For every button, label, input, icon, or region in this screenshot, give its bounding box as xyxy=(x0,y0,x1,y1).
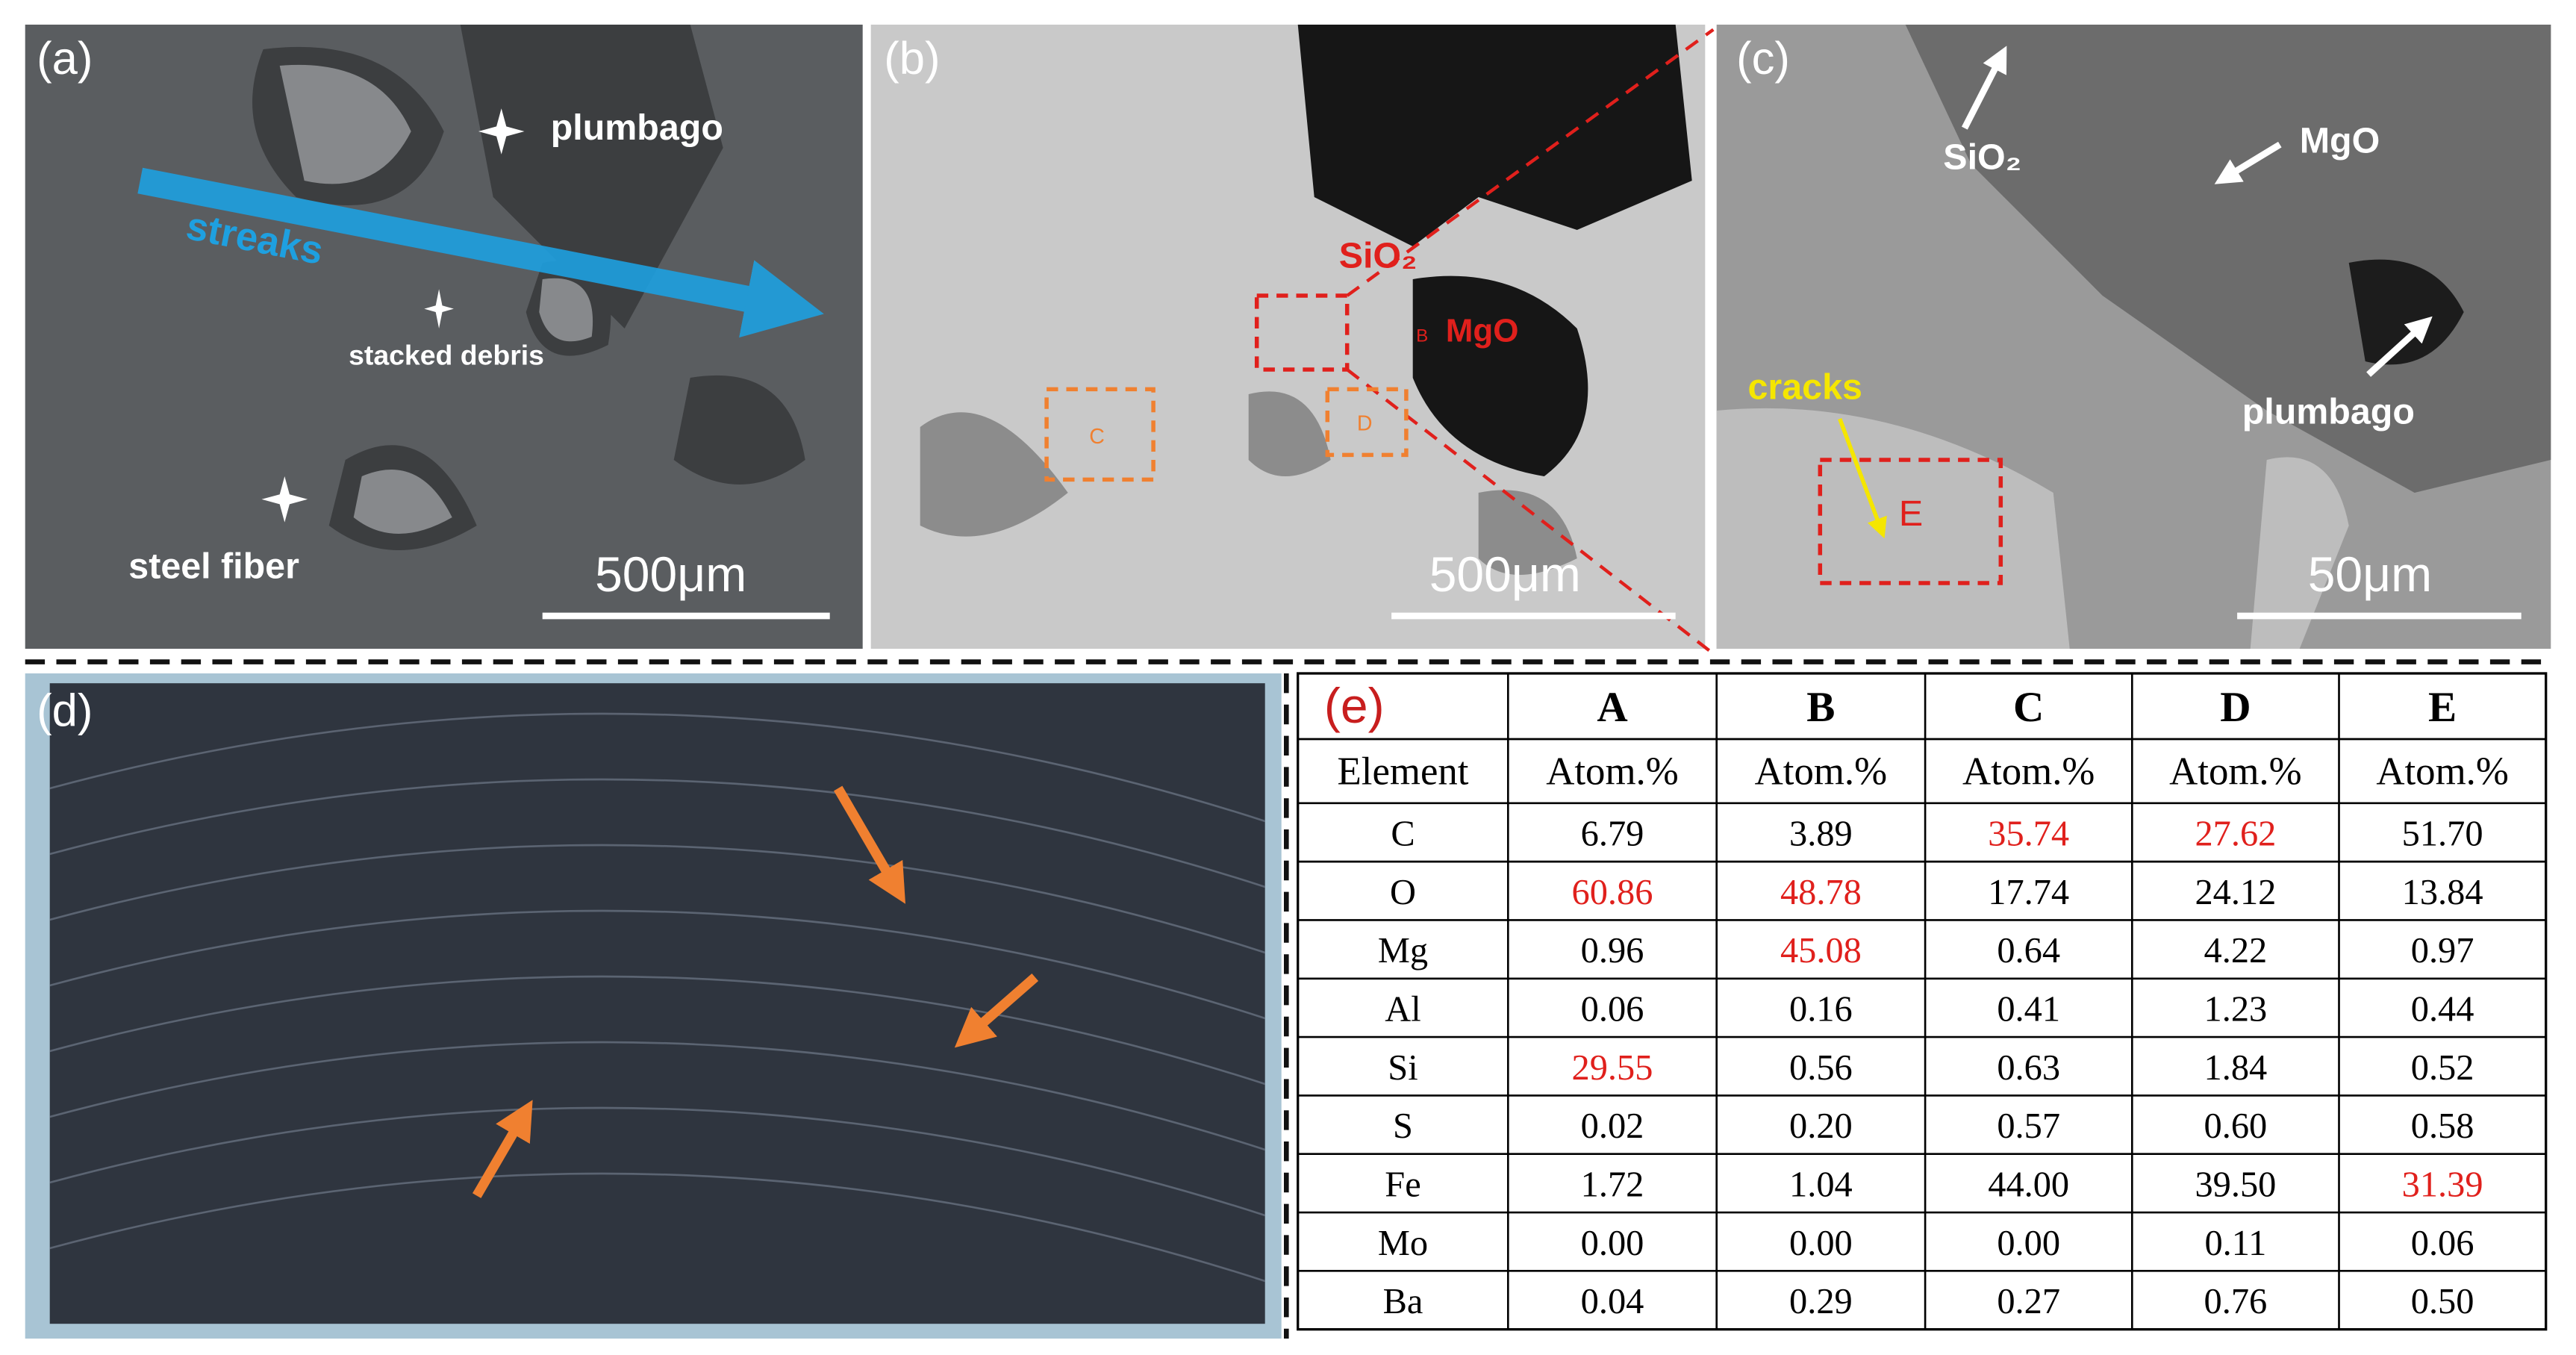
table-cell: 0.58 xyxy=(2411,1106,2474,1146)
table-cell: 3.89 xyxy=(1789,814,1853,854)
annotation: SiO₂ xyxy=(1943,137,2021,178)
table-cell: 6.79 xyxy=(1581,814,1644,854)
panel-c: (c) SiO₂ MgO plumbago cracks E 50μm xyxy=(1716,25,2551,649)
scale-bar-label: 50μm xyxy=(2308,546,2432,602)
annotation: stacked debris xyxy=(349,339,544,370)
table-cell: 1.23 xyxy=(2204,990,2268,1030)
annotation: E xyxy=(1899,493,1923,534)
table-cell: 27.62 xyxy=(2195,814,2276,854)
panel-a: (a) plumbago streaks stacked debris stee… xyxy=(25,25,863,649)
table-cell: 0.00 xyxy=(1997,1224,2060,1263)
table-cell: 0.11 xyxy=(2204,1224,2266,1263)
table-cell: 0.29 xyxy=(1789,1282,1853,1321)
table-cell: 0.63 xyxy=(1997,1048,2060,1088)
panel-b: (b) SiO₂ MgO B C D 500μm xyxy=(870,25,1715,655)
scale-bar-label: 500μm xyxy=(1429,546,1581,602)
table-cell: 0.16 xyxy=(1789,990,1853,1030)
sub-header: Atom.% xyxy=(1546,750,1678,793)
table-cell: 0.06 xyxy=(1581,990,1644,1030)
row-header: Al xyxy=(1385,990,1420,1030)
row-header: Mo xyxy=(1378,1224,1428,1263)
table-cell: 0.04 xyxy=(1581,1282,1644,1321)
table-cell: 60.86 xyxy=(1572,873,1653,912)
row-header: Mg xyxy=(1378,931,1428,971)
table-cell: 13.84 xyxy=(2402,873,2483,912)
row-header: Ba xyxy=(1383,1282,1423,1321)
sub-header: Atom.% xyxy=(2376,750,2508,793)
table-cell: 0.52 xyxy=(2411,1048,2474,1088)
row-header: Fe xyxy=(1385,1165,1420,1204)
table-cell: 45.08 xyxy=(1780,931,1862,971)
sub-header: Element xyxy=(1338,750,1469,793)
table-cell: 0.00 xyxy=(1581,1224,1644,1263)
table-cell: 44.00 xyxy=(1988,1165,2069,1204)
table-cell: 0.96 xyxy=(1581,931,1644,971)
table-cell: 51.70 xyxy=(2402,814,2483,854)
annotation: MgO xyxy=(1446,313,1519,349)
panel-label: (d) xyxy=(37,685,93,736)
panel-label: (a) xyxy=(37,33,93,84)
table-cell: 0.57 xyxy=(1997,1106,2060,1146)
annotation: B xyxy=(1416,326,1428,346)
table-cell: 1.04 xyxy=(1789,1165,1853,1204)
row-header: C xyxy=(1391,814,1415,854)
annotation: C xyxy=(1089,425,1105,449)
table-cell: 0.00 xyxy=(1789,1224,1853,1263)
annotation: D xyxy=(1357,411,1373,435)
annotation: plumbago xyxy=(2242,392,2415,432)
table-cell: 48.78 xyxy=(1780,873,1862,912)
table-border xyxy=(1297,672,2548,1331)
table-cell: 0.56 xyxy=(1789,1048,1853,1088)
table-cell: 24.12 xyxy=(2195,873,2276,912)
sub-header: Atom.% xyxy=(1962,750,2095,793)
table-cell: 0.64 xyxy=(1997,931,2060,971)
column-header: C xyxy=(2013,684,2044,731)
table-cell: 35.74 xyxy=(1988,814,2069,854)
table-cell: 0.06 xyxy=(2411,1224,2474,1263)
table-cell: 1.72 xyxy=(1581,1165,1644,1204)
table-cell: 0.27 xyxy=(1997,1282,2060,1321)
table-cell: 0.02 xyxy=(1581,1106,1644,1146)
column-header: E xyxy=(2428,684,2457,731)
annotation: MgO xyxy=(2300,121,2380,161)
row-header: S xyxy=(1393,1106,1413,1146)
annotation: steel fiber xyxy=(128,546,299,586)
annotation: cracks xyxy=(1748,367,1862,408)
panel-label: (c) xyxy=(1736,33,1790,84)
sub-header: Atom.% xyxy=(2169,750,2301,793)
table-cell: 4.22 xyxy=(2204,931,2268,971)
table-cell: 0.76 xyxy=(2204,1282,2268,1321)
column-header: D xyxy=(2220,684,2251,731)
panel-label: (e) xyxy=(1324,678,1385,733)
table-cell: 1.84 xyxy=(2204,1048,2268,1088)
annotation: SiO₂ xyxy=(1339,236,1418,276)
row-header: Si xyxy=(1388,1048,1418,1088)
table-cell: 0.44 xyxy=(2411,990,2474,1030)
column-header: A xyxy=(1597,684,1627,731)
annotation: plumbago xyxy=(551,108,723,148)
table-cell: 31.39 xyxy=(2402,1165,2483,1204)
table-cell: 0.20 xyxy=(1789,1106,1853,1146)
table-cell: 0.60 xyxy=(2204,1106,2268,1146)
table-cell: 39.50 xyxy=(2195,1165,2276,1204)
sub-header: Atom.% xyxy=(1755,750,1887,793)
column-header: B xyxy=(1806,684,1835,731)
table-cell: 0.41 xyxy=(1997,990,2060,1030)
panel-d: (d) xyxy=(25,673,1282,1339)
table: (e) A B C D E Element Atom.% Atom.% Atom.% Atom.% A… xyxy=(1297,672,2548,1331)
table-cell: 0.97 xyxy=(2411,931,2474,971)
table-cell: 29.55 xyxy=(1572,1048,1653,1088)
row-header: O xyxy=(1390,873,1416,912)
panel-label: (b) xyxy=(884,33,940,84)
table-cell: 0.50 xyxy=(2411,1282,2474,1321)
scale-bar-label: 500μm xyxy=(595,546,746,602)
table-cell: 17.74 xyxy=(1988,873,2069,912)
